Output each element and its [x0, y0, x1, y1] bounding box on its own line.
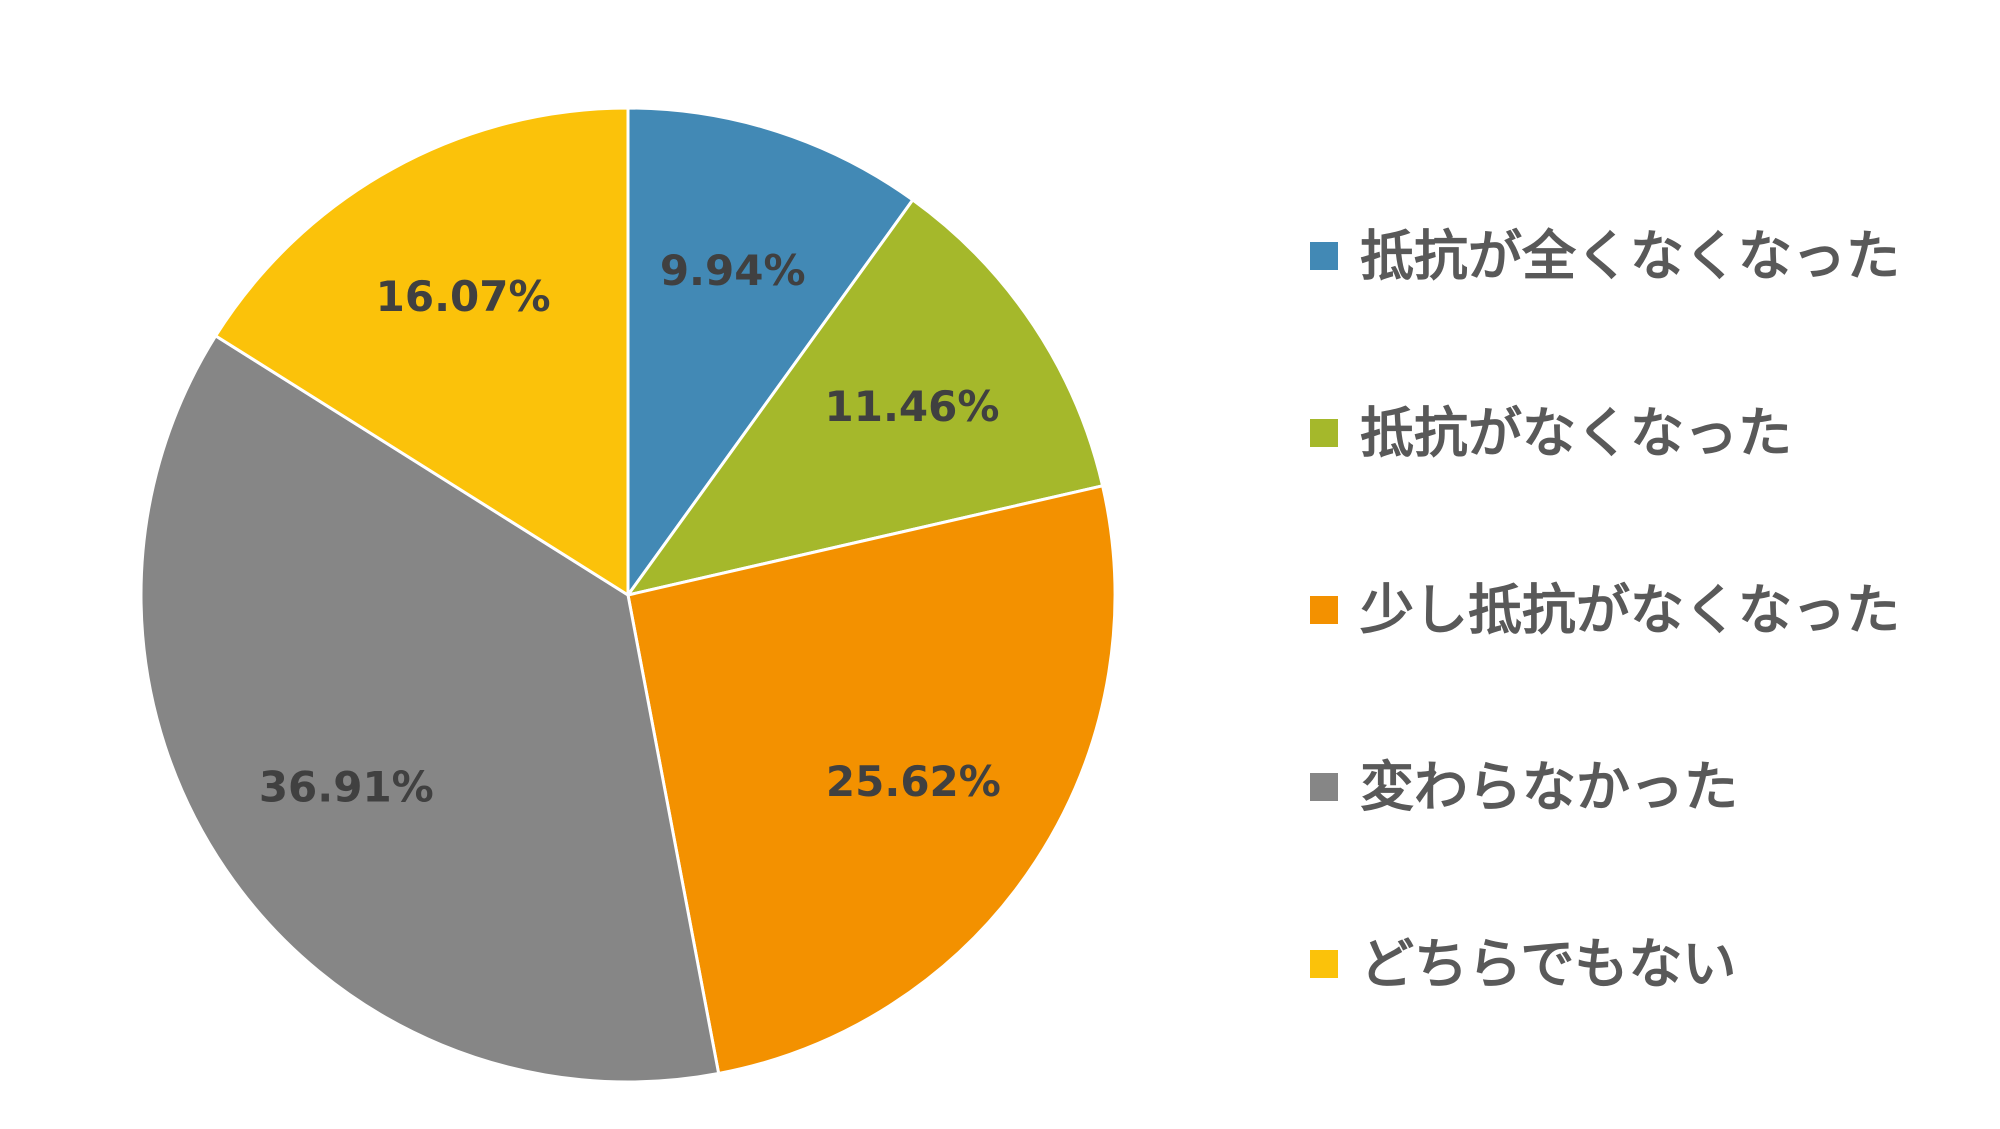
pie-slice-1 — [626, 106, 915, 597]
legend-item-5: どちらでもない — [1310, 933, 1736, 996]
legend-swatch-5 — [1310, 950, 1338, 978]
pie-slice-4 — [139, 334, 721, 1084]
data-label-4: 36.91% — [259, 763, 434, 812]
legend-swatch-2 — [1310, 419, 1338, 447]
legend-label-1: 抵抗が全くなくなった — [1360, 225, 1900, 288]
legend-label-5: どちらでもない — [1360, 933, 1736, 996]
data-label-1: 9.94% — [660, 246, 806, 295]
legend-swatch-3 — [1310, 596, 1338, 624]
data-label-5: 16.07% — [376, 272, 551, 321]
legend-item-1: 抵抗が全くなくなった — [1310, 225, 1900, 288]
legend-label-4: 変わらなかった — [1360, 756, 1738, 819]
legend-item-2: 抵抗がなくなった — [1310, 402, 1792, 465]
pie-slice-3 — [626, 484, 1117, 1075]
legend: 抵抗が全くなくなった抵抗がなくなった少し抵抗がなくなった変わらなかったどちらでも… — [1310, 225, 1900, 996]
legend-swatch-4 — [1310, 773, 1338, 801]
legend-swatch-1 — [1310, 242, 1338, 270]
data-label-2: 11.46% — [825, 382, 1000, 431]
pie-slice-5 — [214, 106, 630, 597]
pie-slice-2 — [626, 198, 1105, 597]
legend-item-3: 少し抵抗がなくなった — [1310, 579, 1900, 642]
data-label-3: 25.62% — [826, 757, 1001, 806]
legend-label-3: 少し抵抗がなくなった — [1360, 579, 1900, 642]
legend-label-2: 抵抗がなくなった — [1360, 402, 1792, 465]
data-labels-layer: 9.94% 11.46% 25.62% 36.91% 16.07% — [259, 246, 1001, 812]
legend-item-4: 変わらなかった — [1310, 756, 1738, 819]
slices-layer — [139, 106, 1117, 1084]
